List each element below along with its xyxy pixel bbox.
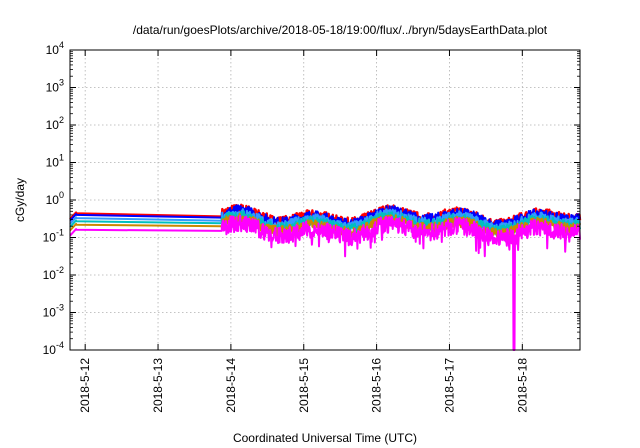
x-tick-label: 2018-5-15 bbox=[297, 358, 311, 413]
x-tick-label: 2018-5-18 bbox=[515, 358, 529, 413]
grid bbox=[70, 50, 580, 350]
x-tick-label: 2018-5-16 bbox=[370, 358, 384, 413]
x-axis-label: Coordinated Universal Time (UTC) bbox=[233, 431, 417, 445]
x-tick-label: 2018-5-12 bbox=[78, 358, 92, 413]
x-tick-label: 2018-5-17 bbox=[442, 358, 456, 413]
y-tick-label: 10-4 bbox=[43, 340, 64, 357]
y-tick-label: 101 bbox=[46, 153, 64, 170]
y-tick-label: 100 bbox=[46, 190, 64, 207]
x-tick-label: 2018-5-13 bbox=[151, 358, 165, 413]
chart-title: /data/run/goesPlots/archive/2018-05-18/1… bbox=[133, 23, 548, 37]
x-axis: 2018-5-12 2018-5-13 2018-5-14 2018-5-15 2018… bbox=[78, 50, 529, 413]
y-tick-label: 10-3 bbox=[43, 303, 64, 320]
data-series-group bbox=[69, 203, 582, 351]
y-tick-label: 102 bbox=[46, 115, 64, 132]
y-tick-label: 104 bbox=[46, 40, 64, 57]
y-axis-label: cGy/day bbox=[13, 178, 27, 222]
y-tick-label: 10-2 bbox=[43, 265, 64, 282]
series-line bbox=[69, 214, 581, 351]
x-tick-label: 2018-5-14 bbox=[224, 358, 238, 413]
y-axis: 10-4 10-3 10-2 10-1 100 101 102 103 104 bbox=[43, 40, 580, 357]
y-tick-label: 10-1 bbox=[43, 228, 64, 245]
y-tick-label: 103 bbox=[46, 78, 64, 95]
